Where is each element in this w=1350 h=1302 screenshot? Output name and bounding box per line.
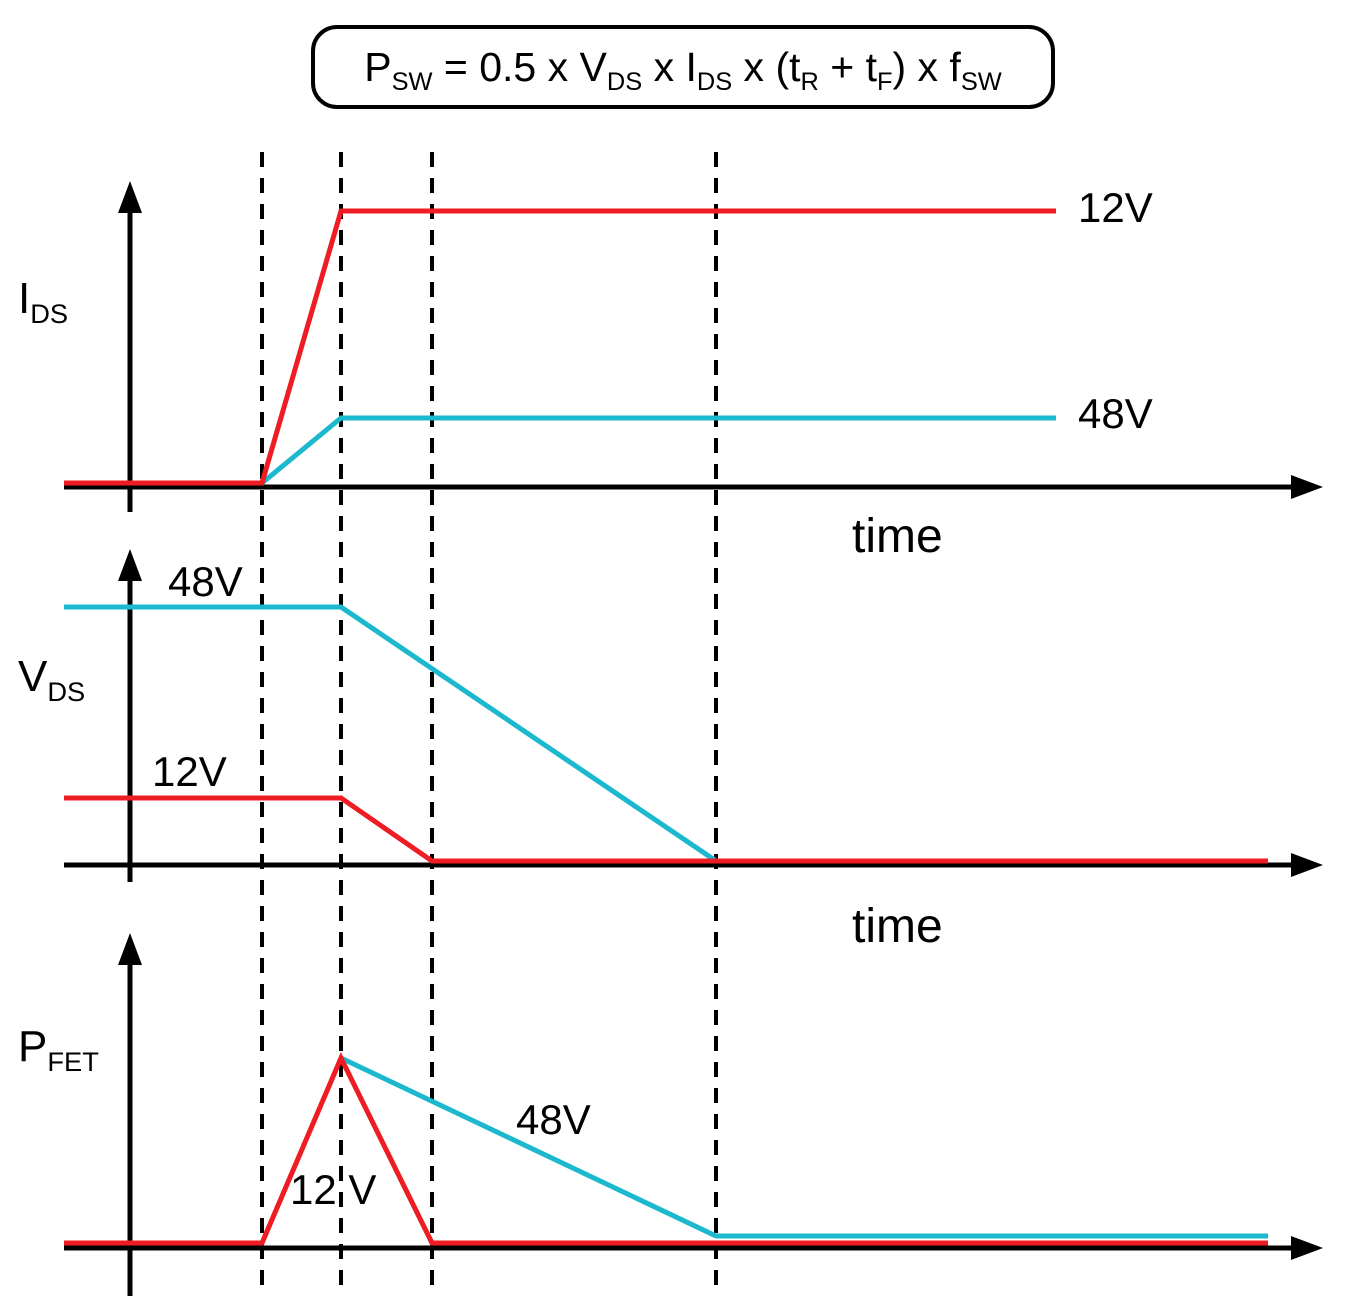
pfet-x-axis-arrow [1291, 1236, 1323, 1260]
switching-loss-formula: PSW = 0.5 x VDS x IDS x (tR + tF) x fSW [364, 43, 1002, 96]
ids-12v-trace [64, 208, 1056, 486]
ids-axis-label: IDS [18, 274, 69, 329]
ids-12v-curve-label: 12V [1078, 184, 1153, 231]
vds-time-axis-label: time [852, 900, 943, 953]
vds-y-axis-arrow [118, 549, 142, 581]
vds-48v-curve-label: 48V [168, 558, 243, 605]
pfet-48v-curve-label: 48V [516, 1096, 591, 1143]
pfet-12v-trace [64, 1052, 1268, 1246]
vds-12v-trace [64, 795, 1268, 864]
pfet-axis-label: PFET [18, 1022, 99, 1077]
pfet-48v-trace [339, 1055, 1268, 1239]
ids-y-axis-arrow [118, 181, 142, 213]
vds-48v-trace [64, 604, 1268, 864]
vds-x-axis-arrow [1291, 853, 1323, 877]
vds-12v-curve-label: 12V [152, 748, 227, 795]
ids-time-axis-label: time [852, 510, 943, 563]
vds-axis-label: VDS [18, 652, 86, 707]
pfet-y-axis-arrow [118, 933, 142, 965]
ids-48v-trace [64, 415, 1056, 486]
formula-box: PSW = 0.5 x VDS x IDS x (tR + tF) x fSW [311, 25, 1055, 109]
ids-x-axis-arrow [1291, 475, 1323, 499]
pfet-12v-curve-label: 12 V [290, 1166, 377, 1213]
ids-48v-curve-label: 48V [1078, 390, 1153, 437]
